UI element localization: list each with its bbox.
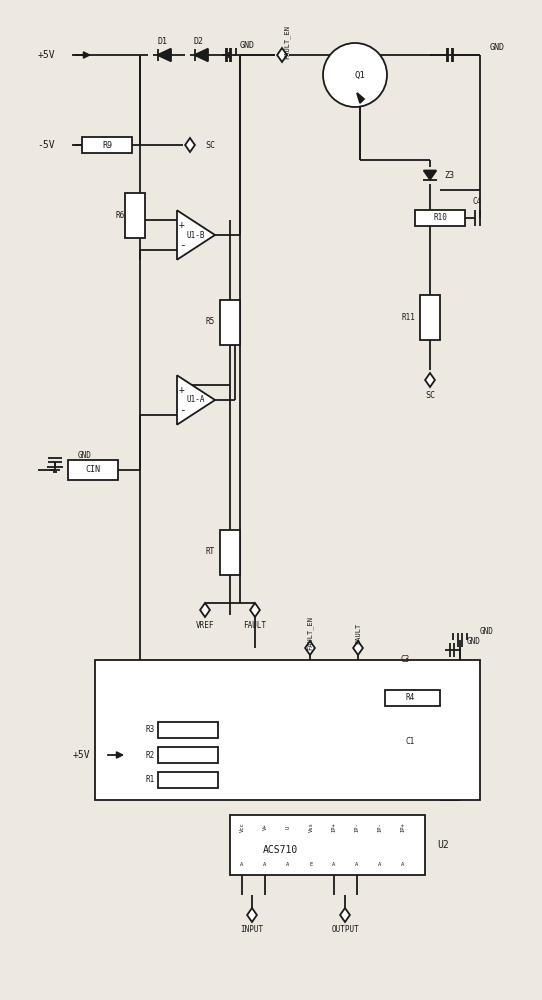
Bar [420,295,440,340]
Polygon shape [250,603,260,617]
Text: IP-: IP- [354,822,359,832]
Polygon shape [357,93,364,103]
Polygon shape [353,641,363,655]
Text: +5V: +5V [73,750,90,760]
Text: Q1: Q1 [354,70,365,80]
Text: -5V: -5V [37,140,55,150]
Text: C1: C1 [405,738,415,746]
Text: +: + [179,220,185,230]
Text: Z3: Z3 [444,170,454,180]
Text: CIN: CIN [86,466,100,475]
Bar [125,193,145,238]
Text: R4: R4 [405,694,415,702]
Bar [82,137,132,153]
Text: R2: R2 [146,750,155,760]
Polygon shape [247,908,257,922]
Text: R1: R1 [146,776,155,784]
Text: U: U [286,825,291,829]
Bar [220,300,240,345]
Polygon shape [424,170,436,180]
Text: GND: GND [467,638,481,647]
Bar [68,460,118,480]
Text: D2: D2 [194,37,204,46]
Circle shape [323,43,387,107]
Polygon shape [177,210,215,260]
Text: GND: GND [78,452,92,460]
Bar [158,747,218,763]
Bar [385,690,440,706]
Polygon shape [340,908,350,922]
Polygon shape [305,641,315,655]
Text: R10: R10 [433,214,447,223]
Text: A: A [240,862,243,867]
Bar [220,530,240,575]
Text: U1-B: U1-B [187,231,205,239]
Text: A: A [263,862,267,867]
Polygon shape [177,375,215,425]
Text: RT: RT [206,548,215,556]
Polygon shape [195,49,208,61]
Bar [415,210,465,226]
Text: FAULT_EN: FAULT_EN [307,616,313,650]
Text: R5: R5 [206,318,215,326]
Text: U1-A: U1-A [187,395,205,404]
Text: +: + [179,385,185,395]
Bar [158,722,218,738]
Text: V+: V+ [262,824,268,830]
Text: +5V: +5V [37,50,55,60]
Polygon shape [185,138,195,152]
Text: -: - [179,405,185,415]
Bar [95,660,480,800]
Text: FAULT: FAULT [243,620,267,630]
Text: Vss: Vss [308,822,313,832]
Text: SC: SC [205,140,215,149]
Text: ACS710: ACS710 [262,845,298,855]
Text: Vcc: Vcc [240,822,244,832]
Text: FAULT_EN: FAULT_EN [284,25,291,59]
Text: A: A [378,862,382,867]
Polygon shape [425,373,435,387]
Text: IP+: IP+ [332,822,337,832]
Text: C4: C4 [473,198,482,207]
Text: VREF: VREF [196,620,214,630]
Text: R9: R9 [102,140,112,149]
Text: GND: GND [240,40,255,49]
Text: IP+: IP+ [401,822,405,832]
Text: OUTPUT: OUTPUT [331,926,359,934]
Text: A: A [356,862,359,867]
Polygon shape [158,49,171,61]
Text: A: A [286,862,289,867]
Text: C3: C3 [401,656,410,664]
Text: R6: R6 [116,211,125,220]
Text: SC: SC [425,390,435,399]
Bar [230,815,425,875]
Polygon shape [277,48,287,62]
Text: A: A [332,862,335,867]
Text: IP-: IP- [377,822,383,832]
Text: A: A [402,862,405,867]
Text: U2: U2 [437,840,449,850]
Text: -: - [179,240,185,250]
Text: INPUT: INPUT [241,926,263,934]
Text: FAULT: FAULT [355,622,361,644]
Text: R3: R3 [146,726,155,734]
Text: R11: R11 [401,312,415,322]
Bar [158,772,218,788]
Text: E: E [309,862,313,867]
Text: D1: D1 [157,37,167,46]
Text: GND: GND [490,42,505,51]
Text: GND: GND [480,628,494,637]
Polygon shape [200,603,210,617]
